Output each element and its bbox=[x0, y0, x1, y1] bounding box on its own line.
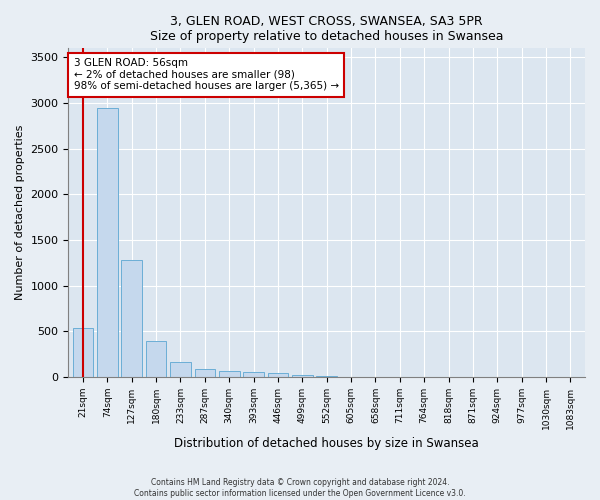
Y-axis label: Number of detached properties: Number of detached properties bbox=[15, 125, 25, 300]
Bar bbox=[268, 372, 289, 377]
Bar bbox=[121, 260, 142, 377]
Bar bbox=[97, 108, 118, 377]
Bar bbox=[243, 372, 264, 377]
Text: 3 GLEN ROAD: 56sqm
← 2% of detached houses are smaller (98)
98% of semi-detached: 3 GLEN ROAD: 56sqm ← 2% of detached hous… bbox=[74, 58, 338, 92]
Bar bbox=[170, 362, 191, 377]
Text: Contains HM Land Registry data © Crown copyright and database right 2024.
Contai: Contains HM Land Registry data © Crown c… bbox=[134, 478, 466, 498]
Title: 3, GLEN ROAD, WEST CROSS, SWANSEA, SA3 5PR
Size of property relative to detached: 3, GLEN ROAD, WEST CROSS, SWANSEA, SA3 5… bbox=[150, 15, 503, 43]
Bar bbox=[146, 341, 166, 377]
X-axis label: Distribution of detached houses by size in Swansea: Distribution of detached houses by size … bbox=[175, 437, 479, 450]
Bar bbox=[194, 368, 215, 377]
Bar bbox=[73, 328, 94, 377]
Bar bbox=[219, 372, 239, 377]
Bar bbox=[292, 375, 313, 377]
